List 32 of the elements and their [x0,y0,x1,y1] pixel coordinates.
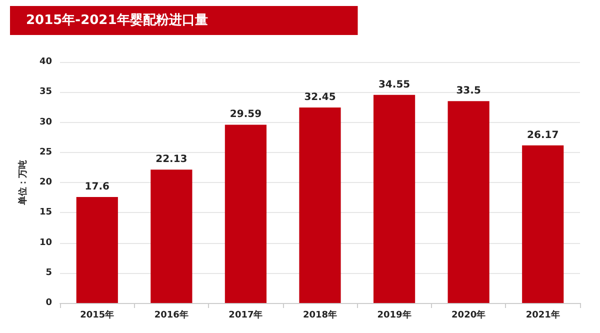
y-tick-label: 15 [39,208,52,218]
data-label: 22.13 [156,154,188,166]
data-label: 32.45 [304,92,336,103]
y-tick-label: 20 [39,178,52,188]
data-label: 29.59 [230,109,262,120]
y-tick-label: 35 [39,87,52,98]
x-tick-label: 2019年 [377,310,412,320]
y-tick-label: 10 [39,238,52,248]
data-label: 34.55 [378,79,410,90]
chart-title: 2015年-2021年婴配粉进口量 [26,13,208,28]
x-tick-label: 2016年 [154,310,188,320]
y-tick-label: 5 [46,268,52,278]
bar [224,124,267,303]
bar [150,170,192,303]
x-tick-label: 2017年 [228,310,263,320]
bar [373,94,416,303]
bar [76,196,118,303]
bar [448,101,490,303]
y-axis-title: 单位：万吨 [18,160,28,206]
bar [522,145,564,303]
data-label: 33.5 [456,86,481,97]
y-tick-label: 0 [46,298,52,308]
x-tick-label: 2018年 [302,310,338,320]
y-tick-label: 40 [39,57,52,67]
bar [299,107,341,303]
y-tick-label: 25 [39,147,52,158]
data-label: 26.17 [527,130,559,141]
x-tick-label: 2021年 [526,310,560,320]
y-tick-label: 30 [39,117,52,128]
data-label: 17.6 [84,181,110,192]
x-tick-label: 2015年 [80,310,114,320]
x-tick-label: 2020年 [452,310,486,320]
